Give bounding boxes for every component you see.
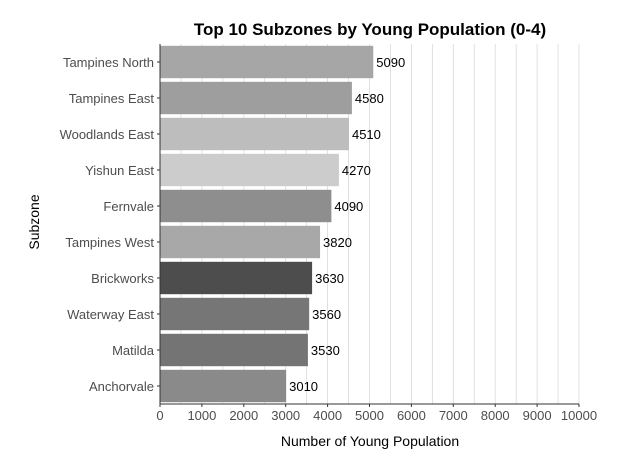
bar [160, 117, 349, 151]
data-label: 4580 [355, 91, 384, 106]
y-tick-label: Anchorvale [89, 379, 154, 394]
x-axis-title: Number of Young Population [281, 433, 459, 449]
y-tick-label: Matilda [112, 343, 155, 358]
x-tick-label: 8000 [481, 408, 510, 423]
bar [160, 153, 339, 187]
x-tick-label: 3000 [271, 408, 300, 423]
data-label: 3530 [311, 343, 340, 358]
bars [160, 45, 374, 403]
bar [160, 297, 310, 331]
bar [160, 261, 313, 295]
bar [160, 81, 352, 115]
bar [160, 45, 374, 79]
x-tick-label: 4000 [313, 408, 342, 423]
x-tick-label: 1000 [187, 408, 216, 423]
data-label: 3820 [323, 235, 352, 250]
x-tick-label: 5000 [355, 408, 384, 423]
data-label: 4270 [342, 163, 371, 178]
chart-title: Top 10 Subzones by Young Population (0-4… [194, 20, 546, 39]
data-label: 3010 [289, 379, 318, 394]
y-tick-label: Woodlands East [60, 127, 155, 142]
x-tick-label: 0 [156, 408, 163, 423]
y-tick-label: Yishun East [85, 163, 154, 178]
x-tick-label: 9000 [523, 408, 552, 423]
bar [160, 225, 321, 259]
y-axis-title: Subzone [26, 194, 42, 249]
y-tick-label: Fernvale [103, 199, 154, 214]
x-tick-label: 2000 [229, 408, 258, 423]
data-label: 3560 [312, 307, 341, 322]
y-tick-label: Waterway East [67, 307, 154, 322]
y-tick-label: Tampines West [65, 235, 154, 250]
x-axis: 0 1000 2000 3000 4000 5000 6000 7000 8000 9000 100… [156, 403, 597, 423]
data-labels: 5090 4580 4510 4270 4090 3820 3630 3560 3530 3010 [289, 55, 405, 394]
data-label: 5090 [376, 55, 405, 70]
data-label: 4090 [334, 199, 363, 214]
y-tick-label: Tampines North [63, 55, 154, 70]
x-tick-label: 6000 [397, 408, 426, 423]
data-label: 3630 [315, 271, 344, 286]
bar [160, 369, 287, 403]
y-tick-label: Tampines East [69, 91, 155, 106]
bar [160, 189, 332, 223]
x-tick-label: 7000 [439, 408, 468, 423]
y-tick-label: Brickworks [91, 271, 154, 286]
bar [160, 333, 308, 367]
x-tick-label: 10000 [561, 408, 597, 423]
data-label: 4510 [352, 127, 381, 142]
y-axis: Tampines North Tampines East Woodlands Eas… [60, 44, 161, 404]
